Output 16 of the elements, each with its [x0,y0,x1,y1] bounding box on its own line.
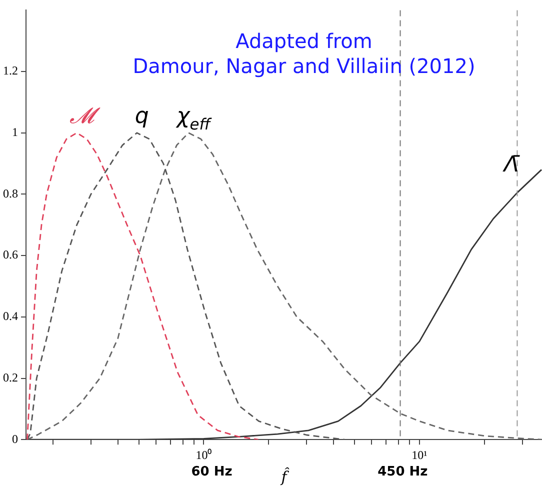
series-label: 𝓜 [69,104,100,129]
x-tick-label: 10⁰ [196,448,212,462]
text: 450 Hz [378,464,428,480]
y-tick-label: 0.4 [3,309,18,324]
text: 60 Hz [191,464,232,480]
series-label: q [134,104,149,129]
y-tick-label: 1.2 [3,64,18,78]
y-tick-label: 0.2 [3,370,18,384]
text: Adapted from Damour, Nagar and Villaiin (2012) [132,29,476,78]
x-tick-label: 10¹ [412,448,428,462]
y-tick-label: 1 [12,125,18,140]
y-tick-label: 0.6 [3,248,18,262]
series-label: Λ̄ [502,152,520,178]
y-tick-label: 0 [12,432,18,446]
y-tick-label: 0.8 [3,186,18,200]
x-axis-title: f̂ [280,466,290,486]
